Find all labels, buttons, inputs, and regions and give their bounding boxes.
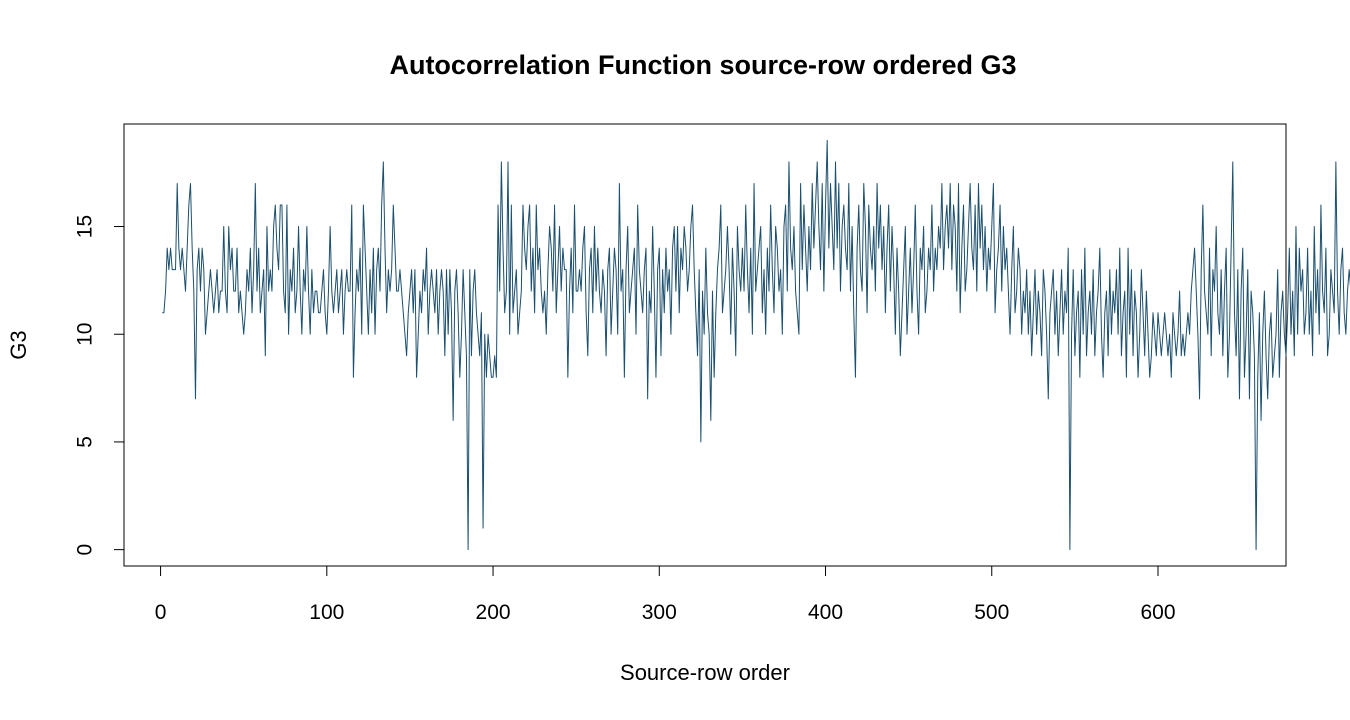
series-group	[162, 139, 1350, 551]
y-tick-label: 0	[74, 544, 97, 556]
x-tick-label: 200	[476, 601, 511, 624]
x-axis: 0 100 200 300 400 500 600	[155, 565, 1176, 624]
y-tick-label: 10	[74, 323, 97, 346]
x-tick-label: 600	[1140, 601, 1175, 624]
y-tick-label: 15	[74, 215, 97, 238]
y-tick-label: 5	[74, 436, 97, 448]
x-axis-label: Source-row order	[620, 660, 790, 685]
chart-title: Autocorrelation Function source-row orde…	[389, 50, 1016, 80]
y-axis: 0 5 10 15	[74, 215, 124, 556]
x-tick-label: 400	[808, 601, 843, 624]
x-tick-label: 100	[309, 601, 344, 624]
y-axis-label: G3	[6, 330, 31, 359]
plot-frame	[123, 123, 1287, 567]
x-tick-label: 300	[642, 601, 677, 624]
x-tick-label: 500	[974, 601, 1009, 624]
series-line-1	[162, 139, 1350, 551]
x-tick-label: 0	[155, 601, 167, 624]
